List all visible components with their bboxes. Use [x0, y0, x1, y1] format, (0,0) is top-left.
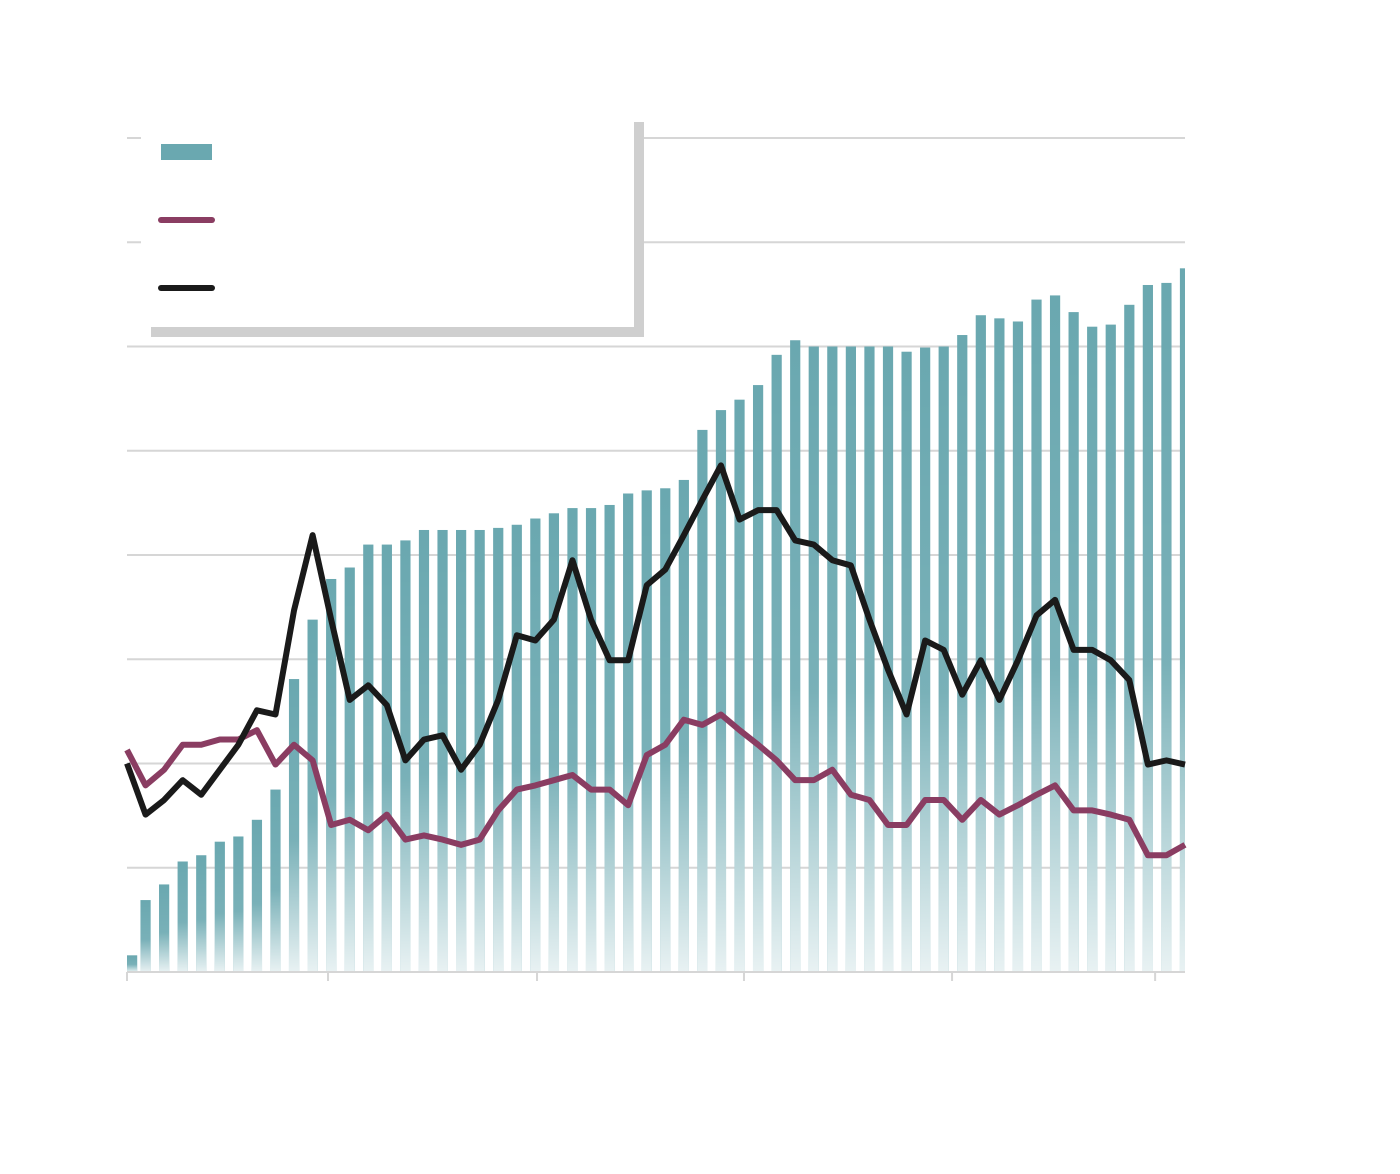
bar-fade	[920, 347, 931, 973]
bar-fade	[734, 399, 745, 973]
bar-fade	[882, 346, 894, 972]
legend-swatch	[161, 144, 212, 160]
bar-fade	[771, 354, 782, 973]
bar-fade	[474, 529, 485, 972]
bar-fade	[326, 578, 337, 972]
bar-fade	[827, 346, 838, 972]
bar-fade	[660, 488, 671, 972]
bar-fade	[159, 884, 170, 972]
bar-fade	[270, 789, 281, 972]
bar-fade	[548, 513, 560, 972]
bar-fade	[845, 346, 856, 972]
legend-box	[141, 112, 634, 327]
bars	[127, 268, 1185, 973]
bar-fade	[975, 315, 986, 973]
bar-fade	[715, 410, 727, 972]
bar-fade	[994, 318, 1005, 972]
bar-fade	[251, 819, 263, 972]
bar-fade	[288, 679, 300, 972]
line	[124, 711, 1187, 859]
bar-fade	[437, 529, 448, 972]
bar-fade	[214, 841, 225, 972]
bar-fade	[604, 504, 615, 972]
bar-fade	[1031, 299, 1042, 972]
bar-fade	[307, 619, 318, 972]
bar-fade	[864, 346, 875, 972]
bar-fade	[233, 836, 244, 972]
bar-fade	[381, 544, 392, 972]
bar-fade	[1142, 284, 1153, 972]
bar-fade	[641, 490, 652, 972]
bar-fade	[344, 567, 355, 972]
bar-fade	[1179, 268, 1185, 972]
bar-fade	[1161, 282, 1172, 973]
bar-fade	[127, 955, 138, 972]
bar-fade	[177, 861, 188, 972]
bar-fade	[196, 855, 207, 972]
bar-fade	[585, 508, 597, 972]
bar-fade	[363, 544, 374, 972]
line	[124, 462, 1186, 818]
bar-fade	[493, 527, 504, 972]
bar-fade	[456, 529, 467, 972]
bar-fade	[957, 335, 968, 973]
bar-fade	[530, 518, 541, 972]
legend	[141, 112, 644, 337]
bar-fade	[623, 493, 634, 972]
bar-fade	[567, 508, 578, 972]
bar-fade	[511, 524, 522, 972]
bar-fade	[1105, 324, 1116, 972]
bar-fade	[418, 529, 430, 972]
bar-fade	[901, 351, 912, 972]
bar-fade	[1049, 295, 1061, 973]
bar-fade	[140, 900, 151, 972]
bar-fade	[1124, 304, 1135, 972]
bar-fade	[678, 479, 689, 972]
bar-fade	[1012, 321, 1024, 973]
bar-fade	[752, 385, 764, 972]
bar-fade	[790, 340, 801, 972]
bar-fade	[697, 429, 708, 972]
bar-fade	[938, 346, 949, 972]
bar-fade	[808, 346, 819, 972]
